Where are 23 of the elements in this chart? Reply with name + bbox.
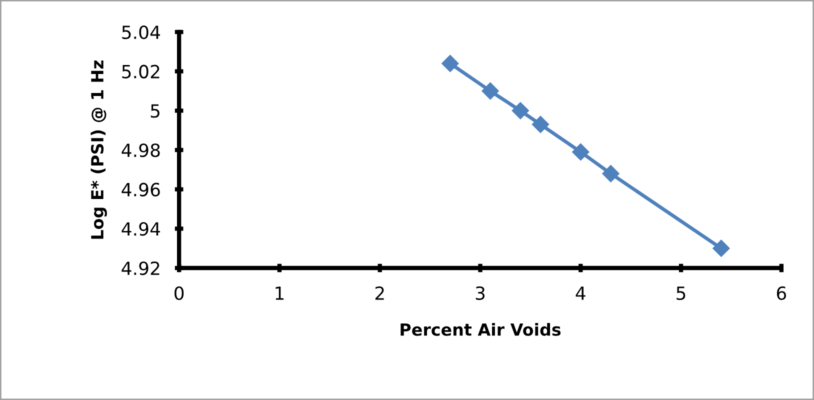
x-tick-label: 6 — [776, 286, 786, 300]
x-tick-label: 2 — [375, 286, 384, 300]
y-tick-label: 5 — [150, 104, 160, 118]
x-tick-label: 4 — [576, 286, 586, 300]
x-axis-title: Percent Air Voids — [400, 322, 561, 336]
y-tick-label: 4.94 — [122, 222, 160, 236]
y-tick-label: 4.98 — [122, 143, 160, 158]
x-tick-label: 3 — [476, 286, 485, 300]
x-tick-label: 0 — [174, 286, 184, 300]
x-tick-label: 1 — [276, 286, 284, 300]
point — [572, 143, 590, 161]
point — [512, 102, 529, 120]
y-tick-label: 5.02 — [122, 64, 160, 78]
point — [482, 82, 499, 100]
y-axis-title: Log E* (PSI) @ 1 Hz — [90, 60, 107, 239]
point — [442, 54, 459, 72]
y-tick-label: 4.96 — [122, 182, 160, 196]
y-tick-label: 5.04 — [122, 25, 160, 40]
point — [532, 116, 550, 133]
y-tick-label: 4.92 — [122, 261, 160, 276]
point — [602, 165, 620, 182]
point — [712, 240, 730, 257]
x-tick-label: 5 — [676, 286, 686, 300]
